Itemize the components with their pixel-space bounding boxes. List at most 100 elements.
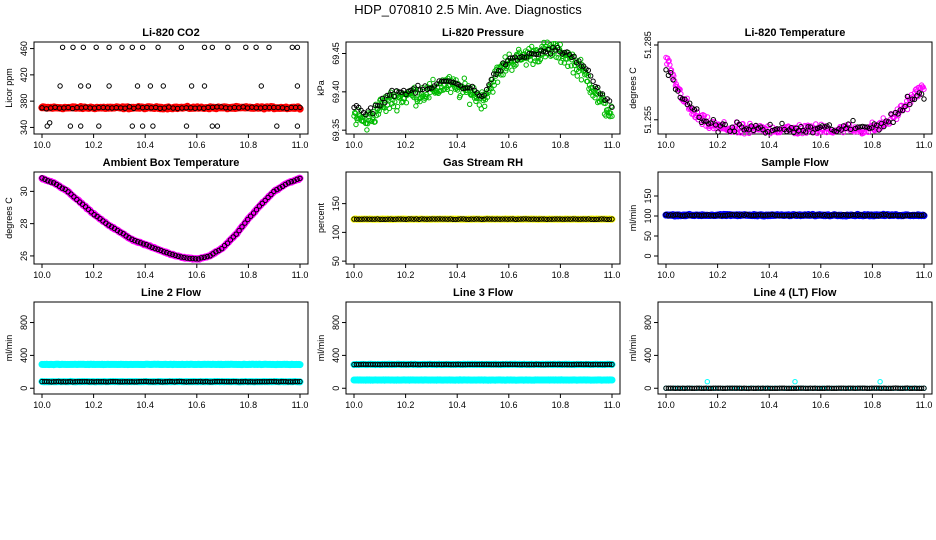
data-point	[297, 175, 303, 182]
data-point	[377, 216, 383, 223]
data-point	[675, 88, 681, 94]
data-point	[262, 197, 268, 204]
y-tick-label: 0	[643, 253, 653, 258]
data-point	[562, 49, 568, 56]
data-point	[595, 84, 601, 91]
plot-frame	[33, 171, 309, 265]
data-point	[68, 191, 74, 197]
data-point	[466, 216, 472, 223]
data-point	[570, 216, 576, 222]
data-point	[881, 123, 887, 130]
data-point	[149, 244, 155, 251]
data-point	[355, 107, 361, 113]
data-point	[227, 237, 234, 243]
data-point	[274, 186, 280, 193]
data-point	[513, 61, 519, 68]
data-point	[512, 216, 519, 223]
data-point	[565, 63, 571, 70]
data-point	[585, 67, 591, 74]
data-point	[366, 216, 373, 222]
data-point	[746, 130, 752, 137]
data-point	[546, 216, 553, 222]
y-tick-label: 100	[643, 208, 653, 223]
data-point	[602, 100, 608, 107]
data-point	[137, 240, 144, 246]
chart-title: Ambient Box Temperature	[103, 157, 240, 169]
x-tick-label: 11.0	[916, 140, 933, 150]
data-point	[890, 119, 896, 126]
data-point	[478, 106, 484, 112]
data-point	[473, 98, 479, 105]
x-tick-label: 11.0	[916, 270, 933, 280]
data-point	[900, 107, 906, 114]
data-point	[416, 216, 422, 223]
y-tick-label: 50	[643, 231, 653, 241]
data-point	[813, 121, 819, 127]
data-point	[468, 216, 474, 222]
y-axis-label: percent	[316, 202, 326, 233]
x-tick-label: 10.8	[864, 140, 882, 150]
data-point	[352, 110, 358, 116]
data-point	[515, 216, 521, 222]
x-tick-label: 11.0	[292, 140, 309, 150]
data-point	[682, 96, 688, 103]
data-point	[597, 91, 603, 97]
data-point	[862, 124, 868, 130]
data-point	[537, 56, 544, 62]
data-point	[722, 121, 728, 128]
data-point	[710, 117, 716, 123]
chart-panel: Line 3 Flow ml/min 10.0 10.2 10.4 10.6 10.8 11.…	[316, 287, 621, 410]
y-tick-label: 0	[331, 386, 341, 391]
x-tick-label: 10.6	[812, 400, 830, 410]
data-point	[380, 216, 386, 223]
data-point	[411, 94, 417, 101]
data-point	[161, 249, 167, 255]
x-tick-label: 10.4	[448, 140, 466, 150]
data-point	[432, 216, 438, 222]
data-point	[516, 49, 523, 55]
data-point	[447, 216, 454, 222]
data-point	[608, 376, 616, 384]
y-axis-label: ml/min	[316, 335, 326, 362]
data-point	[78, 83, 84, 89]
data-point	[838, 127, 844, 133]
data-point	[201, 254, 208, 260]
y-tick-label: 800	[643, 315, 653, 330]
data-point	[492, 216, 498, 222]
data-point	[604, 216, 610, 223]
data-point	[93, 44, 99, 50]
data-point	[44, 123, 50, 129]
data-point	[540, 48, 547, 55]
y-tick-label: 400	[643, 348, 653, 363]
data-point	[139, 123, 146, 129]
data-point	[552, 216, 558, 222]
chart-title: Li-820 Pressure	[442, 27, 524, 39]
data-point	[536, 216, 542, 222]
y-tick-label: 100	[331, 225, 341, 240]
x-tick-label: 10.6	[500, 140, 518, 150]
data-point	[826, 213, 832, 219]
data-point	[528, 216, 534, 222]
data-point	[529, 43, 535, 50]
data-point	[502, 216, 508, 222]
data-point	[542, 54, 548, 60]
x-tick-label: 10.0	[657, 400, 675, 410]
data-point	[803, 129, 809, 135]
data-point	[528, 50, 535, 57]
data-point	[544, 216, 550, 223]
data-point	[119, 44, 125, 50]
data-point	[187, 255, 193, 262]
data-point	[370, 111, 376, 117]
data-point	[181, 254, 187, 261]
y-tick-label: 800	[19, 315, 29, 330]
data-point	[367, 105, 374, 111]
data-point	[523, 62, 529, 68]
data-point	[557, 41, 563, 48]
data-point	[126, 235, 132, 241]
data-point	[248, 213, 254, 219]
data-point	[406, 216, 412, 222]
data-point	[486, 82, 492, 88]
chart-panel: Gas Stream RH percent 10.0 10.2 10.4 10.6 10.8…	[316, 157, 621, 280]
chart-title: Li-820 Temperature	[745, 27, 846, 39]
data-point	[242, 220, 248, 226]
